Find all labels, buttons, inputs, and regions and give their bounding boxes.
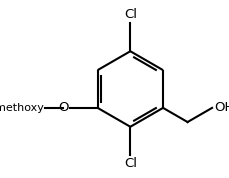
Text: methoxy: methoxy <box>0 103 44 113</box>
Text: Cl: Cl <box>123 8 136 21</box>
Text: Cl: Cl <box>123 157 136 170</box>
Text: O: O <box>57 101 68 114</box>
Text: OH: OH <box>213 101 229 114</box>
